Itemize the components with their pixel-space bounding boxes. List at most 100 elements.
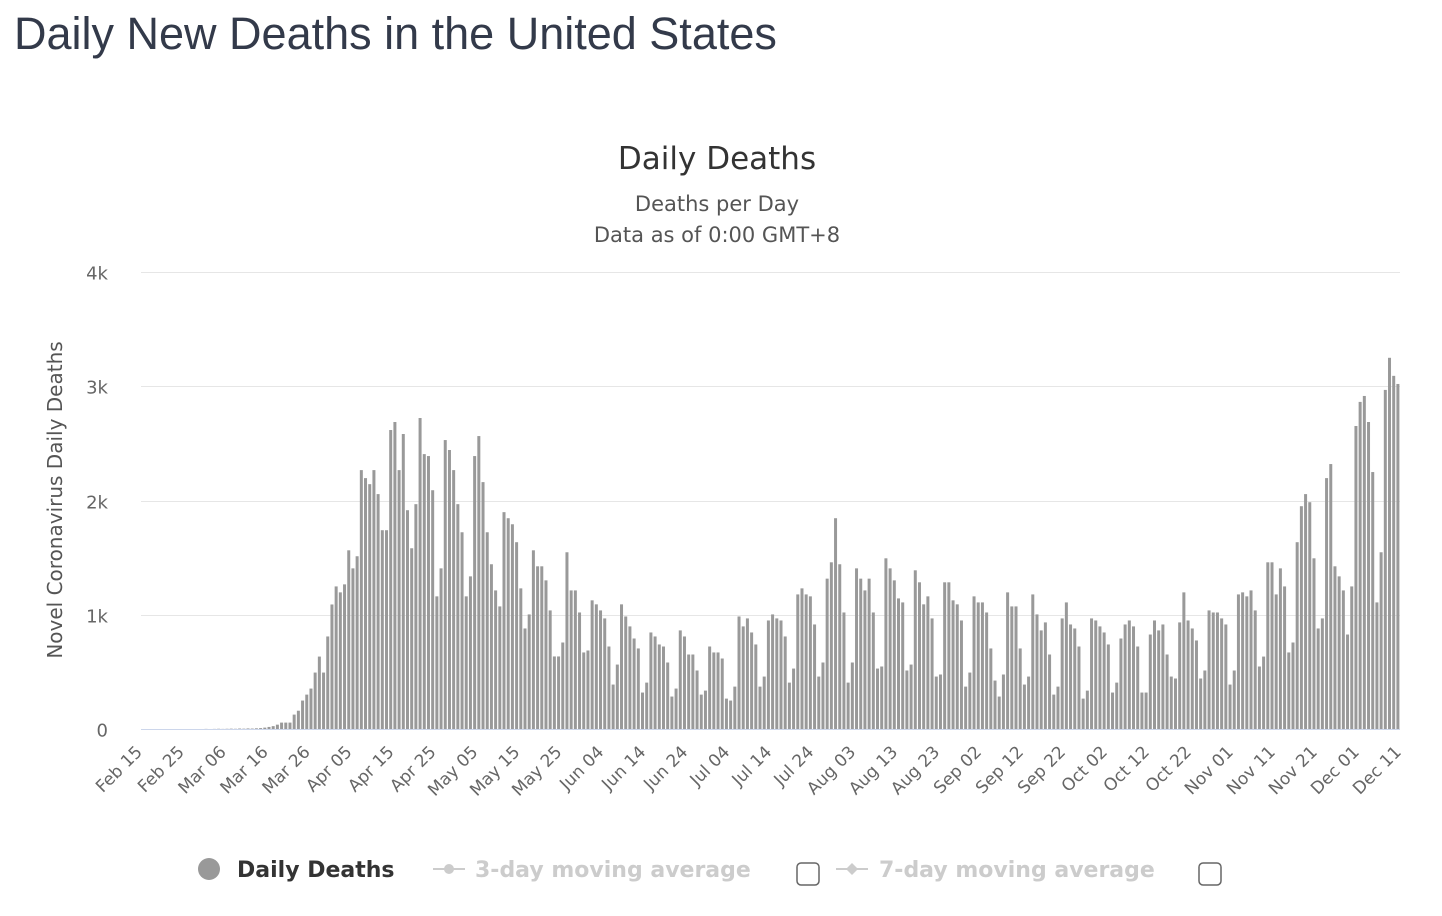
bar[interactable] [599,610,603,729]
bar[interactable] [1266,562,1270,729]
bar[interactable] [678,630,682,729]
bar[interactable] [296,710,300,729]
bar[interactable] [661,646,665,729]
bar[interactable] [1278,568,1282,729]
bar[interactable] [1153,620,1156,729]
bar[interactable] [762,676,766,729]
bar[interactable] [393,422,397,729]
bar[interactable] [1283,586,1287,729]
bar[interactable] [401,434,405,729]
bar[interactable] [590,600,594,729]
bar[interactable] [1358,401,1362,729]
bar[interactable] [1173,678,1177,730]
bar[interactable] [1069,624,1073,729]
bar[interactable] [489,564,493,729]
bar[interactable] [855,568,859,729]
bar[interactable] [1295,542,1299,729]
bar[interactable] [724,698,728,729]
bar[interactable] [1329,464,1333,729]
bar[interactable] [985,612,989,729]
bar[interactable] [557,656,561,729]
bar[interactable] [1388,357,1392,729]
bar[interactable] [1333,566,1337,729]
bar[interactable] [439,568,443,729]
bar[interactable] [271,726,275,729]
bar[interactable] [1132,626,1136,729]
bar[interactable] [1371,472,1375,729]
bar[interactable] [1299,506,1303,729]
bar[interactable] [1354,426,1358,729]
bar[interactable] [280,722,284,729]
bar[interactable] [523,628,527,729]
bar[interactable] [1161,624,1165,729]
bar[interactable] [1350,586,1354,729]
bar[interactable] [1098,626,1102,729]
bar[interactable] [913,570,917,729]
bar[interactable] [892,580,896,729]
bar[interactable] [1127,620,1131,729]
bar[interactable] [435,596,439,729]
bar[interactable] [838,564,842,729]
bar[interactable] [317,656,321,729]
bar[interactable] [305,694,309,729]
bar[interactable] [1367,422,1371,729]
bar[interactable] [376,494,380,729]
bar[interactable] [359,470,363,729]
legend-item-7-day-average[interactable]: 7-day moving average [836,858,1155,883]
bar[interactable] [1320,618,1324,729]
bar[interactable] [1043,622,1047,729]
bar[interactable] [351,568,355,729]
bar[interactable] [1148,634,1152,729]
bar[interactable] [615,664,619,729]
bar[interactable] [1111,692,1115,729]
bar[interactable] [1035,614,1039,729]
bar[interactable] [813,624,817,729]
bar[interactable] [431,490,435,729]
bar[interactable] [1039,630,1043,729]
bar[interactable] [1064,602,1068,729]
bar[interactable] [876,668,880,729]
bar[interactable] [1228,684,1232,729]
bar[interactable] [917,582,921,729]
bar[interactable] [1241,592,1245,729]
bar[interactable] [494,590,498,729]
bar[interactable] [1325,478,1329,729]
bar[interactable] [292,714,296,729]
bar[interactable] [993,680,997,729]
bar[interactable] [729,700,733,729]
bar[interactable] [867,578,871,729]
bar[interactable] [468,576,472,729]
bar[interactable] [544,580,548,729]
bar[interactable] [389,430,393,729]
bar[interactable] [934,676,938,729]
bar[interactable] [1115,682,1119,729]
bar[interactable] [1304,494,1308,729]
bar[interactable] [1081,698,1085,729]
bar[interactable] [976,602,980,729]
bar[interactable] [334,586,338,729]
bar[interactable] [758,686,762,729]
bar[interactable] [1362,395,1366,729]
bar[interactable] [1140,692,1144,729]
bar[interactable] [1224,624,1228,729]
bar[interactable] [1341,590,1345,729]
bar[interactable] [1022,684,1026,729]
bar[interactable] [1123,624,1127,729]
bar[interactable] [301,700,305,729]
bar[interactable] [1190,628,1194,729]
bar[interactable] [1001,674,1005,730]
bar[interactable] [930,618,934,729]
bar[interactable] [938,674,942,730]
bar[interactable] [1182,592,1186,729]
bar[interactable] [972,596,976,729]
bar[interactable] [594,604,598,729]
bar[interactable] [699,694,703,729]
bar[interactable] [1236,594,1240,729]
bar[interactable] [745,618,749,729]
bar[interactable] [682,636,686,729]
bar[interactable] [1048,654,1052,729]
bar[interactable] [829,562,833,729]
bar[interactable] [1018,648,1022,729]
bar[interactable] [1194,640,1198,729]
bar[interactable] [275,724,279,729]
